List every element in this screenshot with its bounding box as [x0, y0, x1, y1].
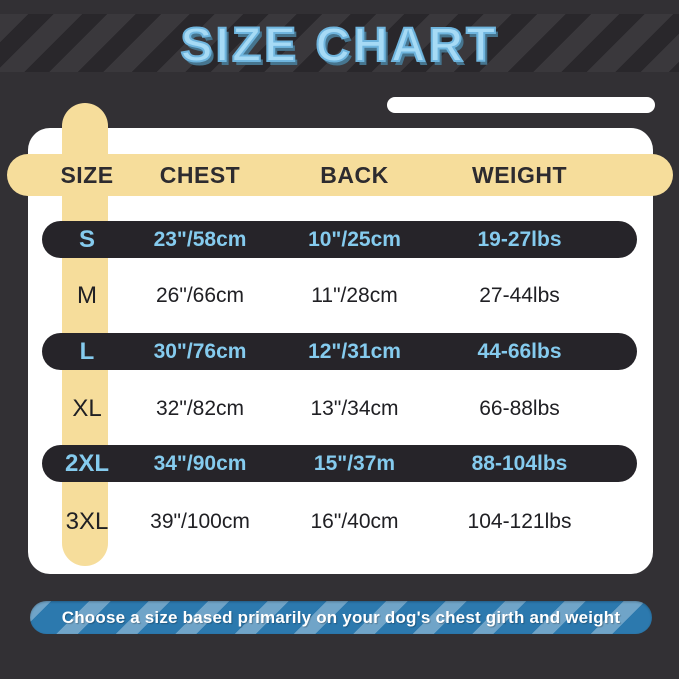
- footer-note-text: Choose a size based primarily on your do…: [61, 607, 621, 627]
- chest-cell: 39"/100cm: [150, 510, 250, 533]
- size-cell: 3XL: [65, 508, 109, 535]
- hazard-stripe-band: [0, 14, 679, 72]
- chest-cell: 30"/76cm: [153, 339, 247, 363]
- size-cell: 2XL: [64, 449, 109, 477]
- chest-cell: 23"/58cm: [153, 227, 247, 251]
- table-row-2xl: 2XL 34"/90cm 15"/37m 88-104lbs: [42, 445, 637, 482]
- column-header-back: BACK: [320, 161, 389, 188]
- footer-note-banner: Choose a size based primarily on your do…: [30, 601, 652, 634]
- page-title: SIZE CHART: [180, 18, 499, 73]
- table-row-3xl: 3XL 39"/100cm 16"/40cm 104-121lbs: [42, 504, 637, 540]
- chest-cell: 34"/90cm: [153, 451, 247, 475]
- back-cell: 13"/34cm: [310, 397, 399, 420]
- weight-cell: 88-104lbs: [471, 451, 568, 475]
- weight-cell: 66-88lbs: [479, 397, 560, 420]
- back-cell: 15"/37m: [313, 451, 396, 475]
- back-cell: 11"/28cm: [311, 284, 398, 307]
- table-row-s: S 23"/58cm 10"/25cm 19-27lbs: [42, 221, 637, 258]
- column-header-size: SIZE: [60, 161, 114, 188]
- chest-cell: 26"/66cm: [156, 284, 244, 307]
- table-header-row: SIZE CHEST BACK WEIGHT: [42, 154, 637, 196]
- size-cell: M: [77, 282, 97, 309]
- weight-cell: 104-121lbs: [467, 510, 572, 533]
- table-row-l: L 30"/76cm 12"/31cm 44-66lbs: [42, 333, 637, 370]
- weight-cell: 44-66lbs: [477, 339, 562, 363]
- column-header-weight: WEIGHT: [472, 161, 567, 188]
- size-cell: S: [78, 225, 95, 253]
- weight-cell: 19-27lbs: [477, 227, 562, 251]
- column-header-chest: CHEST: [159, 161, 241, 188]
- back-cell: 12"/31cm: [308, 339, 401, 363]
- back-cell: 16"/40cm: [310, 510, 399, 533]
- size-cell: XL: [72, 395, 102, 422]
- chest-cell: 32"/82cm: [156, 397, 244, 420]
- weight-cell: 27-44lbs: [479, 284, 560, 307]
- header-row-highlight-band: [7, 154, 673, 196]
- decorative-white-pill: [387, 97, 655, 113]
- size-cell: L: [79, 337, 95, 365]
- back-cell: 10"/25cm: [308, 227, 401, 251]
- table-row-m: M 26"/66cm 11"/28cm 27-44lbs: [42, 278, 637, 314]
- table-row-xl: XL 32"/82cm 13"/34cm 66-88lbs: [42, 391, 637, 427]
